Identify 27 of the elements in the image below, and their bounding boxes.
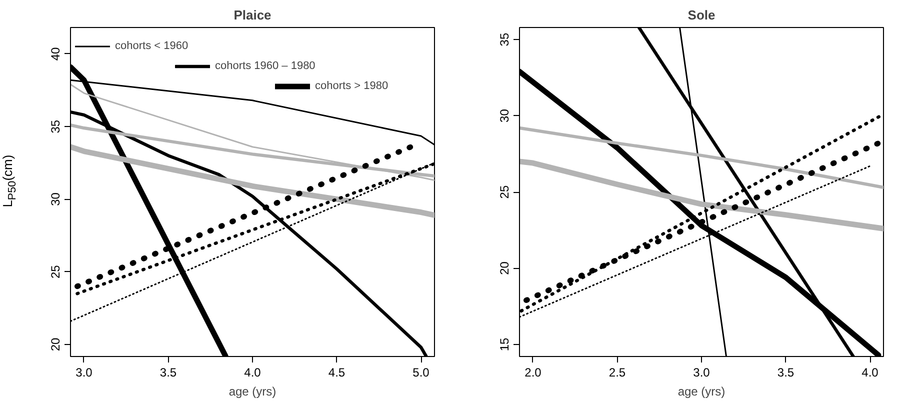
chart-title: Plaice	[234, 8, 272, 22]
chart-title: Sole	[688, 8, 716, 22]
y-tick-label: 35	[498, 32, 512, 46]
y-tick-label: 20	[498, 261, 512, 275]
x-tick-label: 4.0	[862, 366, 879, 380]
y-tick-label: 30	[48, 192, 62, 206]
y-tick-label: 25	[498, 185, 512, 199]
x-tick-label: 4.0	[244, 366, 262, 380]
x-tick-label: 2.0	[524, 366, 542, 380]
legend-label: cohorts > 1980	[315, 80, 388, 92]
y-tick-label: 35	[48, 120, 62, 134]
y-tick-label: 25	[48, 264, 62, 278]
x-tick-label: 3.5	[777, 366, 794, 380]
x-tick-label: 2.5	[608, 366, 626, 380]
legend-label: cohorts 1960 – 1980	[215, 60, 316, 72]
x-axis-title: age (yrs)	[228, 384, 276, 398]
x-tick-label: 3.5	[160, 366, 177, 380]
x-tick-label: 3.0	[693, 366, 710, 380]
x-tick-label: 5.0	[412, 366, 430, 380]
legend-label: cohorts < 1960	[115, 40, 188, 52]
x-tick-label: 4.5	[328, 366, 346, 380]
y-tick-label: 20	[48, 337, 62, 352]
x-axis-title: age (yrs)	[678, 384, 726, 398]
y-tick-label: 30	[498, 108, 512, 122]
y-tick-label: 15	[498, 337, 512, 352]
x-tick-label: 3.0	[76, 366, 93, 380]
y-tick-label: 40	[48, 46, 62, 61]
